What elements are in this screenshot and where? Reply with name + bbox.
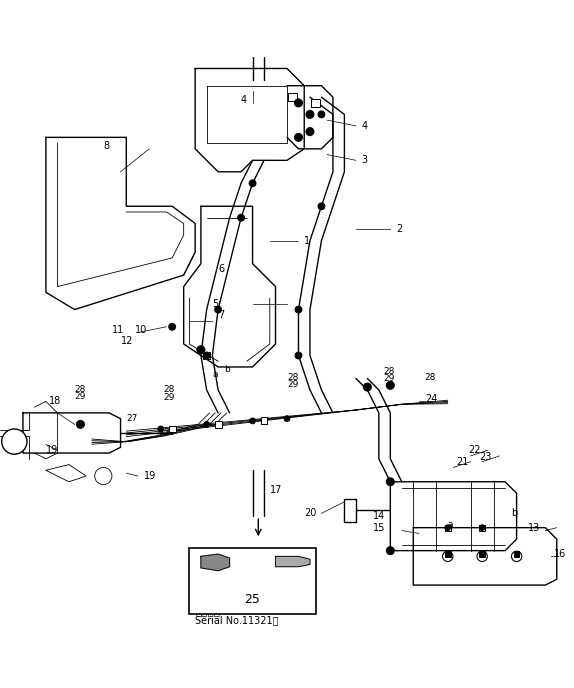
Text: 15: 15 [373, 523, 386, 533]
Text: 1: 1 [304, 236, 311, 246]
Text: 18: 18 [49, 396, 61, 407]
Text: 19: 19 [144, 471, 156, 481]
Circle shape [318, 203, 325, 210]
Bar [479, 551, 485, 557]
Text: 28: 28 [287, 373, 298, 382]
Text: b: b [511, 508, 517, 518]
Circle shape [511, 551, 522, 561]
Text: b: b [224, 365, 230, 374]
Circle shape [386, 381, 394, 389]
Polygon shape [276, 557, 310, 567]
Text: a: a [212, 370, 218, 379]
Circle shape [76, 420, 84, 429]
Text: a: a [448, 520, 453, 529]
Circle shape [386, 477, 394, 486]
Text: 20: 20 [304, 508, 317, 518]
Bar [289, 93, 297, 102]
Text: 6: 6 [218, 264, 224, 275]
Circle shape [477, 551, 487, 561]
Circle shape [306, 110, 314, 118]
Text: 13: 13 [528, 523, 540, 533]
Polygon shape [201, 554, 230, 571]
Text: 22: 22 [468, 445, 480, 455]
Text: 28: 28 [164, 385, 175, 394]
Text: 10: 10 [135, 325, 147, 334]
Text: 14: 14 [373, 511, 385, 522]
Text: 29: 29 [75, 392, 86, 401]
Text: 24: 24 [425, 394, 437, 404]
Text: 4: 4 [362, 121, 368, 131]
Circle shape [215, 306, 222, 313]
Text: 4: 4 [241, 95, 247, 105]
Text: 8: 8 [103, 141, 110, 151]
Circle shape [479, 525, 485, 530]
Text: 29: 29 [383, 374, 395, 383]
Text: Serial No.11321～: Serial No.11321～ [195, 616, 278, 625]
Text: 26: 26 [164, 429, 175, 438]
Bar [203, 352, 210, 359]
Circle shape [204, 422, 210, 427]
Text: 21: 21 [456, 457, 469, 466]
Circle shape [238, 214, 245, 221]
Bar [215, 421, 222, 428]
Circle shape [306, 127, 314, 136]
Circle shape [294, 99, 302, 107]
Text: 29: 29 [287, 380, 298, 389]
Bar [479, 525, 485, 530]
Text: 11: 11 [112, 325, 124, 334]
Text: 28: 28 [425, 373, 436, 382]
Text: 23: 23 [479, 452, 492, 462]
Text: 16: 16 [554, 548, 566, 559]
Circle shape [203, 352, 210, 359]
Text: 5: 5 [212, 299, 219, 309]
Circle shape [249, 180, 256, 186]
Text: 27: 27 [126, 414, 138, 423]
Text: 7: 7 [218, 310, 224, 321]
Circle shape [445, 525, 451, 530]
Circle shape [158, 426, 164, 432]
Text: 25: 25 [245, 593, 261, 606]
Circle shape [386, 547, 394, 555]
Text: 19: 19 [46, 445, 58, 455]
Circle shape [295, 352, 302, 359]
Circle shape [443, 551, 453, 561]
Text: 28: 28 [383, 367, 395, 376]
Circle shape [294, 133, 302, 141]
Text: 28: 28 [75, 385, 86, 394]
Text: 29: 29 [164, 393, 175, 402]
Circle shape [169, 323, 176, 330]
Circle shape [318, 111, 325, 118]
Bar [189, 548, 316, 614]
Circle shape [2, 429, 27, 454]
Text: 2: 2 [396, 224, 402, 234]
Bar [312, 98, 320, 107]
Text: 17: 17 [270, 485, 282, 495]
Text: 12: 12 [121, 336, 133, 346]
Bar [169, 425, 176, 432]
Text: 3: 3 [362, 155, 368, 165]
Circle shape [95, 467, 112, 484]
Bar [445, 525, 451, 530]
Circle shape [250, 418, 255, 424]
Circle shape [295, 306, 302, 313]
Bar [514, 551, 519, 557]
Circle shape [197, 346, 205, 354]
Circle shape [363, 383, 371, 391]
Text: 適用号機: 適用号機 [195, 606, 220, 616]
Circle shape [284, 416, 290, 422]
Bar [445, 551, 451, 557]
Bar [261, 418, 267, 424]
